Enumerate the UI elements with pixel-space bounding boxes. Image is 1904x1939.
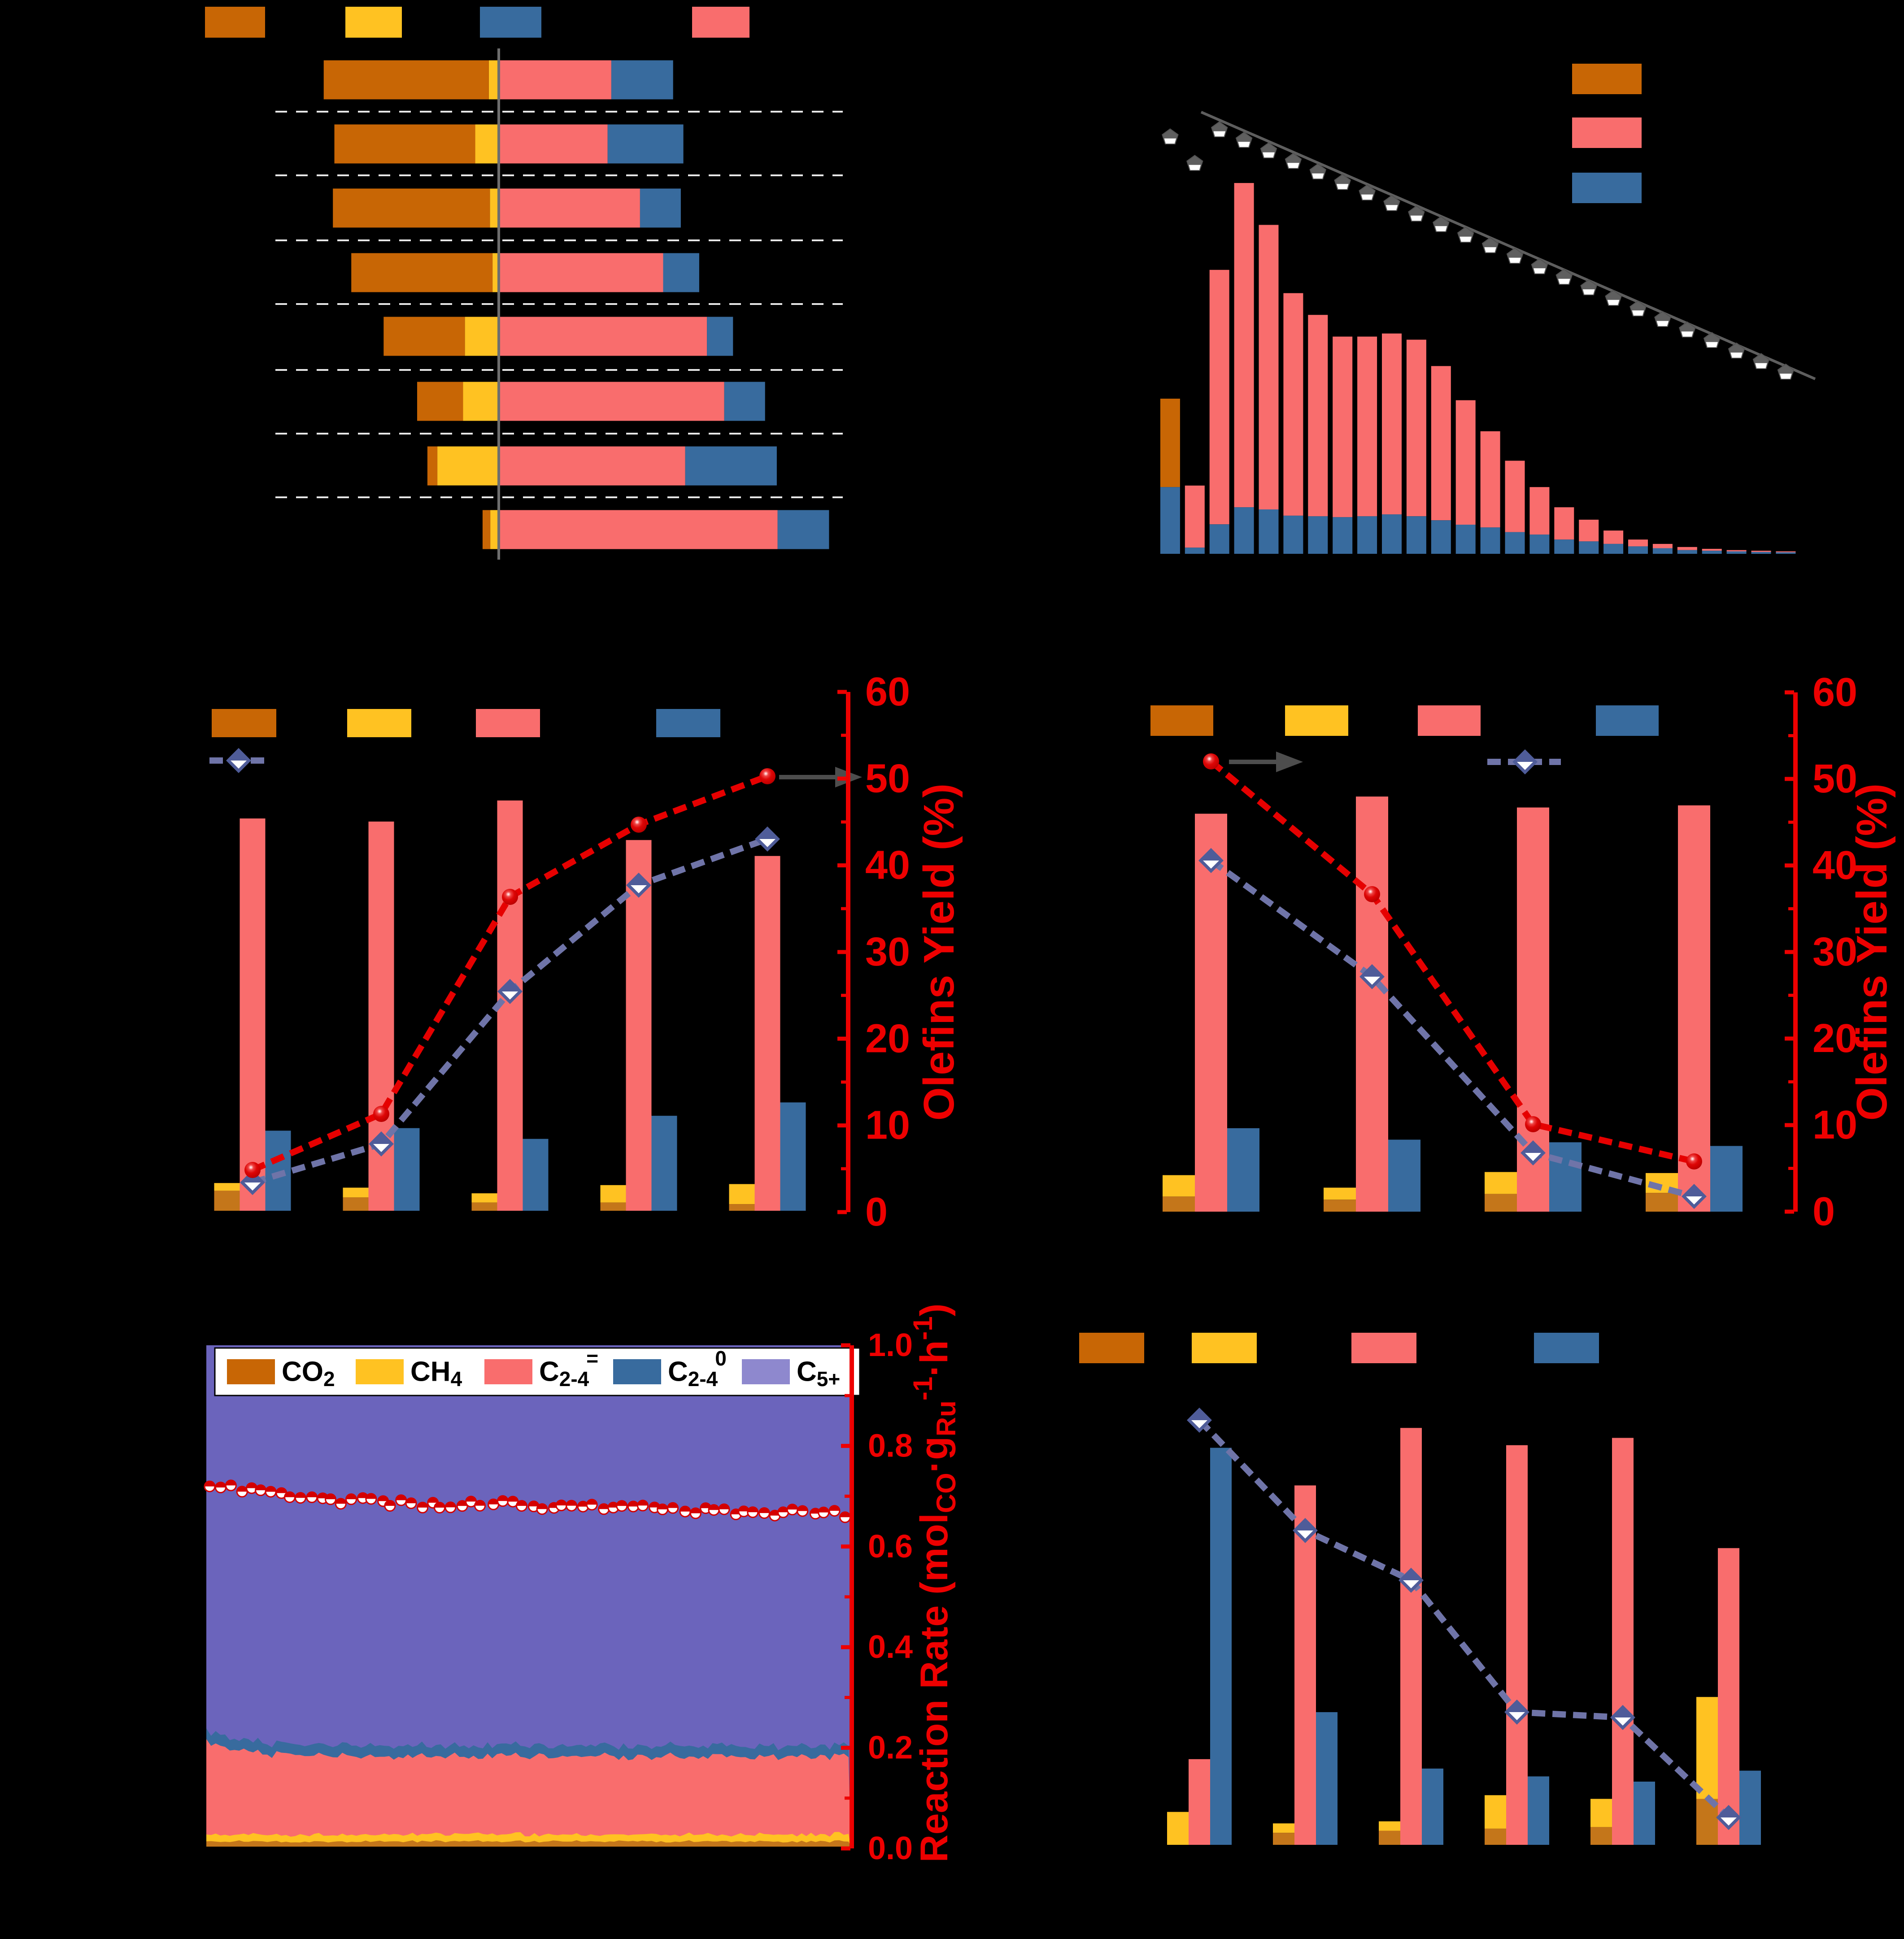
svg-text:20: 20 <box>1813 1016 1857 1061</box>
svg-text:20: 20 <box>865 1016 910 1061</box>
svg-text:60: 60 <box>1813 670 1857 715</box>
svg-text:1.0: 1.0 <box>868 1327 913 1363</box>
svg-text:Olefins Yield (%): Olefins Yield (%) <box>915 783 963 1121</box>
svg-text:30: 30 <box>1813 930 1857 974</box>
svg-text:40: 40 <box>1813 843 1857 888</box>
svg-text:CH4: CH4 <box>410 1356 462 1391</box>
svg-text:0.4: 0.4 <box>868 1629 913 1665</box>
svg-text:0: 0 <box>865 1190 888 1235</box>
svg-text:0.6: 0.6 <box>868 1529 913 1565</box>
svg-text:60: 60 <box>865 670 910 714</box>
svg-text:0: 0 <box>1813 1189 1835 1234</box>
svg-text:0.2: 0.2 <box>868 1730 913 1766</box>
svg-text:10: 10 <box>865 1103 910 1148</box>
svg-text:50: 50 <box>865 756 910 801</box>
svg-text:10: 10 <box>1813 1103 1857 1148</box>
svg-text:50: 50 <box>1813 756 1857 801</box>
svg-text:Olefins Yield (%): Olefins Yield (%) <box>1848 783 1896 1121</box>
svg-text:Reaction Rate (molCO·gRu-1·h-: Reaction Rate (molCO·gRu-1·h-1) <box>908 1304 961 1863</box>
svg-text:0.8: 0.8 <box>868 1428 913 1464</box>
svg-text:30: 30 <box>865 930 910 974</box>
svg-text:0.0: 0.0 <box>868 1830 913 1866</box>
svg-text:40: 40 <box>865 843 910 888</box>
